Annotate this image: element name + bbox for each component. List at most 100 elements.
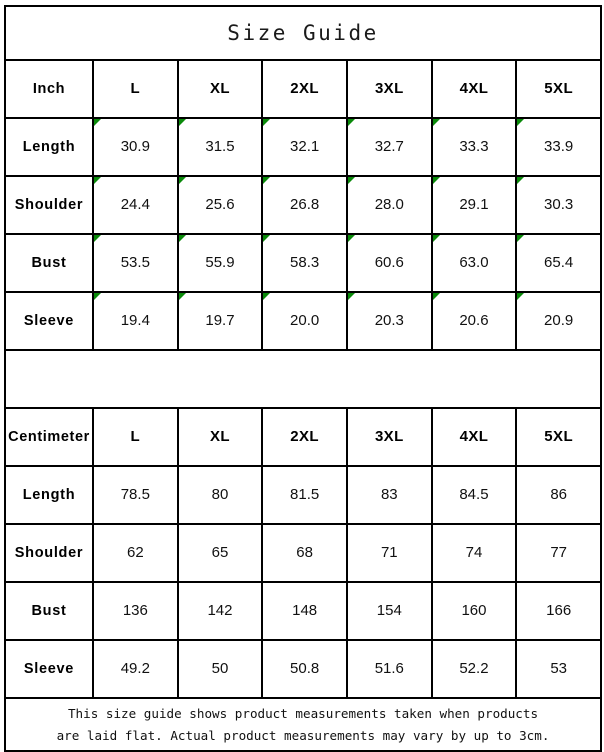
centimeter-length-5xl: 86 [515, 465, 603, 525]
cell-value: 55.9 [205, 254, 235, 271]
inch-unit-label: Inch [32, 81, 66, 97]
inch-column-header-2xl-label: 2XL [290, 80, 319, 97]
cell-value: 52.2 [459, 660, 489, 677]
table-spacer-row [3, 349, 603, 409]
cell-marker-icon [432, 235, 440, 242]
table-row: Length 78.5 80 81.5 83 84.5 86 [4, 465, 603, 525]
cell-value: 58.3 [290, 254, 320, 271]
table-row: Bust 53.5 55.9 58.3 60.6 63.0 65.4 [4, 233, 603, 293]
cell-value: 51.6 [374, 660, 404, 677]
cell-value: 74 [465, 544, 483, 561]
centimeter-shoulder-2xl: 68 [261, 523, 348, 583]
row-label-text: Sleeve [23, 661, 75, 677]
size-guide-table: Size Guide Inch L XL 2XL 3XL [3, 5, 603, 752]
inch-sleeve-4xl: 20.6 [430, 291, 518, 351]
inch-sleeve-l: 19.4 [92, 291, 179, 351]
inch-length-xl: 31.5 [176, 117, 264, 177]
page-title-cell: Size Guide [3, 5, 603, 61]
inch-length-l: 30.9 [92, 117, 179, 177]
cell-marker-icon [94, 293, 101, 300]
cell-marker-icon [517, 119, 525, 126]
centimeter-row-label-sleeve: Sleeve [4, 639, 94, 699]
cell-value: 68 [296, 544, 313, 561]
cell-value: 53.5 [120, 254, 150, 271]
inch-bust-xl: 55.9 [176, 233, 264, 293]
inch-row-label-length: Length [4, 117, 94, 177]
cell-value: 30.3 [544, 196, 574, 213]
centimeter-length-2xl: 81.5 [261, 465, 348, 525]
centimeter-bust-3xl: 154 [345, 581, 433, 641]
inch-column-header-l-label: L [130, 80, 141, 97]
table-row: Length 30.9 31.5 32.1 32.7 33.3 33.9 [4, 117, 603, 177]
cell-value: 30.9 [120, 138, 150, 155]
inch-bust-5xl: 65.4 [515, 233, 603, 293]
cell-marker-icon [94, 177, 101, 184]
table-row: Shoulder 24.4 25.6 26.8 28.0 29.1 30.3 [4, 175, 603, 235]
inch-bust-3xl: 60.6 [345, 233, 433, 293]
centimeter-column-header-2xl-label: 2XL [290, 428, 319, 445]
inch-column-header-l: L [92, 59, 179, 119]
cell-value: 160 [461, 602, 487, 619]
inch-shoulder-xl: 25.6 [176, 175, 264, 235]
inch-sleeve-2xl: 20.0 [261, 291, 348, 351]
cell-marker-icon [263, 293, 271, 300]
inch-column-header-xl-label: XL [210, 80, 230, 97]
centimeter-shoulder-4xl: 74 [430, 523, 518, 583]
cell-value: 148 [292, 602, 318, 619]
cell-value: 62 [126, 544, 144, 561]
cell-marker-icon [94, 119, 101, 126]
table-row: Sleeve 19.4 19.7 20.0 20.3 20.6 20.9 [4, 291, 603, 351]
inch-shoulder-3xl: 28.0 [345, 175, 433, 235]
centimeter-column-header-4xl-label: 4XL [459, 428, 489, 445]
cell-value: 50.8 [290, 660, 320, 677]
inch-shoulder-2xl: 26.8 [261, 175, 348, 235]
title-row: Size Guide [3, 5, 603, 61]
cell-marker-icon [517, 235, 525, 242]
inch-length-4xl: 33.3 [430, 117, 518, 177]
cell-value: 32.1 [290, 138, 320, 155]
cell-value: 20.3 [374, 312, 404, 329]
inch-row-label-bust: Bust [4, 233, 94, 293]
cell-value: 53 [550, 660, 567, 677]
centimeter-shoulder-5xl: 77 [515, 523, 603, 583]
row-label-text: Length [22, 139, 76, 155]
cell-marker-icon [347, 119, 355, 126]
centimeter-row-label-length: Length [4, 465, 94, 525]
inch-sleeve-xl: 19.7 [176, 291, 264, 351]
row-label-text: Bust [31, 255, 67, 271]
table-row: Shoulder 62 65 68 71 74 77 [4, 523, 603, 583]
inch-unit-header-cell: Inch [4, 59, 94, 119]
cell-value: 19.7 [205, 312, 235, 329]
cell-value: 32.7 [374, 138, 404, 155]
centimeter-sleeve-2xl: 50.8 [261, 639, 348, 699]
cell-value: 63.0 [459, 254, 489, 271]
cell-value: 142 [207, 602, 233, 619]
inch-sleeve-5xl: 20.9 [515, 291, 603, 351]
centimeter-bust-l: 136 [92, 581, 179, 641]
centimeter-column-header-xl-label: XL [210, 428, 230, 445]
cell-value: 20.0 [290, 312, 320, 329]
cell-value: 25.6 [205, 196, 235, 213]
cell-value: 26.8 [290, 196, 320, 213]
cell-value: 83 [380, 486, 398, 503]
centimeter-unit-header-cell: Centimeter [4, 407, 94, 467]
centimeter-bust-5xl: 166 [515, 581, 603, 641]
page-title: Size Guide [227, 21, 379, 45]
inch-row-label-shoulder: Shoulder [4, 175, 94, 235]
size-guide-sheet: Size Guide Inch L XL 2XL 3XL [3, 5, 603, 752]
cell-marker-icon [432, 177, 440, 184]
centimeter-sleeve-3xl: 51.6 [345, 639, 433, 699]
cell-marker-icon [263, 119, 271, 126]
cell-marker-icon [517, 177, 525, 184]
inch-column-header-5xl-label: 5XL [544, 80, 574, 97]
cell-value: 24.4 [120, 196, 150, 213]
cell-value: 31.5 [205, 138, 235, 155]
centimeter-length-l: 78.5 [92, 465, 179, 525]
centimeter-column-header-4xl: 4XL [430, 407, 518, 467]
inch-row-label-sleeve: Sleeve [4, 291, 94, 351]
table-row: Sleeve 49.2 50 50.8 51.6 52.2 53 [4, 639, 603, 699]
cell-marker-icon [432, 119, 440, 126]
inch-column-header-2xl: 2XL [261, 59, 348, 119]
cell-value: 49.2 [120, 660, 150, 677]
footer-note-cell: This size guide shows product measuremen… [3, 697, 603, 752]
